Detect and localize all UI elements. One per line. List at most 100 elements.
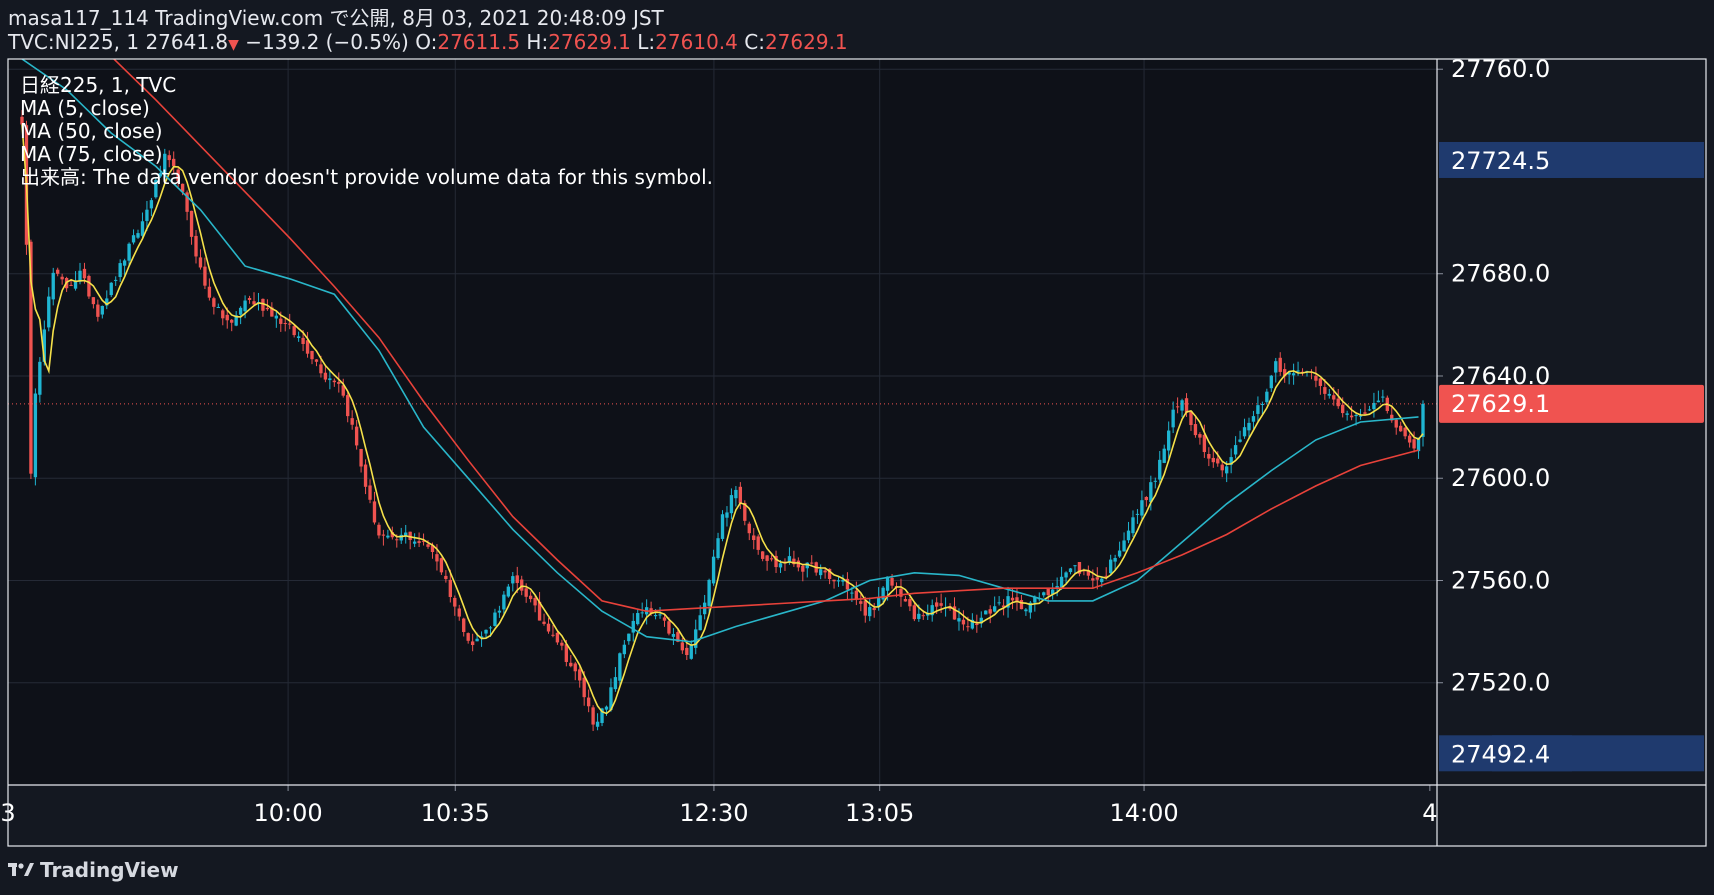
- candle-body: [337, 382, 341, 384]
- candle-body: [939, 603, 943, 606]
- candle-body: [1399, 425, 1403, 432]
- candle-body: [417, 541, 421, 543]
- candle-body: [613, 677, 618, 690]
- candle-body: [810, 562, 814, 564]
- candle-body: [238, 307, 243, 315]
- candle-body: [386, 535, 390, 538]
- candle-body: [216, 306, 220, 308]
- candle-body: [1109, 559, 1113, 574]
- candle-body: [114, 279, 118, 281]
- candle-body: [694, 629, 698, 648]
- candle-body: [198, 257, 203, 268]
- candle-body: [363, 464, 368, 487]
- candle-body: [863, 600, 867, 616]
- candle-body: [131, 235, 136, 243]
- candle-body: [528, 595, 533, 600]
- candle-body: [1283, 369, 1287, 377]
- legend-symbol-title[interactable]: 日経225, 1, TVC: [20, 73, 177, 97]
- candle-body: [1006, 596, 1010, 608]
- x-tick-label: 10:00: [253, 799, 322, 827]
- open-value: 27611.5: [437, 30, 521, 54]
- ma50-line: [21, 59, 1419, 643]
- candle-body: [265, 307, 270, 310]
- candle-body: [47, 296, 51, 328]
- candle-body: [1001, 605, 1006, 608]
- candle-body: [756, 536, 760, 550]
- candle-body: [506, 586, 511, 597]
- candle-body: [221, 310, 225, 319]
- candle-body: [676, 632, 680, 642]
- candle-body: [604, 706, 609, 710]
- candle-body: [1033, 596, 1037, 603]
- candle-body: [1135, 513, 1140, 515]
- candle-body: [185, 192, 189, 212]
- chart-header: masa117_114 TradingView.com で公開, 8月 03, …: [8, 6, 1408, 57]
- candle-body: [457, 608, 461, 617]
- candle-body: [395, 539, 399, 541]
- marker-value: 27492.4: [1451, 740, 1550, 768]
- chart-legend: 日経225, 1, TVC MA (5, close) MA (50, clos…: [20, 74, 713, 189]
- candle-body: [618, 653, 622, 681]
- candle-body: [314, 359, 319, 362]
- candle-body: [881, 587, 885, 600]
- candle-body: [136, 233, 140, 238]
- candle-body: [1291, 373, 1296, 376]
- candle-body: [1323, 387, 1327, 394]
- candle-body: [1332, 395, 1336, 400]
- candle-body: [823, 570, 827, 573]
- candle-body: [1287, 372, 1291, 375]
- candle-body: [725, 512, 729, 518]
- candle-body: [1193, 424, 1198, 436]
- candle-body: [992, 606, 997, 612]
- candle-body: [105, 298, 109, 306]
- price-axis-area: [1437, 59, 1706, 846]
- candle-body: [537, 601, 542, 621]
- candle-body: [399, 534, 403, 541]
- candle-body: [716, 538, 720, 559]
- candle-body: [1158, 459, 1162, 480]
- candle-body: [122, 260, 127, 266]
- candle-body: [578, 669, 582, 681]
- candle-body: [172, 158, 176, 167]
- candle-body: [118, 263, 122, 278]
- candle-body: [658, 614, 662, 616]
- candle-body: [1042, 592, 1046, 596]
- y-tick-label: 27600.0: [1451, 464, 1550, 492]
- candle-body: [100, 305, 104, 315]
- candle-body: [1171, 409, 1175, 428]
- high-value: 27629.1: [548, 30, 631, 54]
- candle-body: [984, 610, 988, 615]
- last-price-badge: [1439, 384, 1704, 423]
- low-label: L:: [637, 30, 656, 54]
- y-tick-label: 27760.0: [1451, 55, 1550, 83]
- candle-body: [426, 544, 430, 547]
- candle-body: [404, 532, 408, 537]
- candle-body: [600, 708, 604, 723]
- candle-body: [1100, 578, 1104, 583]
- candle-body: [1019, 600, 1024, 610]
- candle-body: [551, 634, 555, 636]
- candle-body: [952, 606, 957, 620]
- candle-body: [1345, 413, 1349, 415]
- candle-body: [622, 644, 627, 655]
- candle-body: [1202, 434, 1207, 453]
- candle-body: [319, 364, 323, 374]
- candle-body: [890, 577, 894, 586]
- tradingview-footer[interactable]: TradingView: [8, 858, 179, 882]
- legend-ma5[interactable]: MA (5, close): [20, 96, 150, 120]
- candle-body: [1028, 602, 1033, 613]
- legend-ma50[interactable]: MA (50, close): [20, 119, 163, 143]
- legend-ma75[interactable]: MA (75, close): [20, 142, 163, 166]
- candle-body: [689, 644, 693, 659]
- candle-body: [627, 633, 631, 642]
- y-tick-label: 27560.0: [1451, 566, 1550, 594]
- candle-body: [524, 588, 528, 597]
- candle-body: [1242, 427, 1247, 437]
- candle-body: [734, 489, 738, 499]
- candle-body: [872, 608, 876, 611]
- candle-body: [462, 618, 466, 632]
- candle-body: [1327, 393, 1331, 396]
- candle-body: [1247, 422, 1251, 431]
- candle-body: [412, 541, 417, 544]
